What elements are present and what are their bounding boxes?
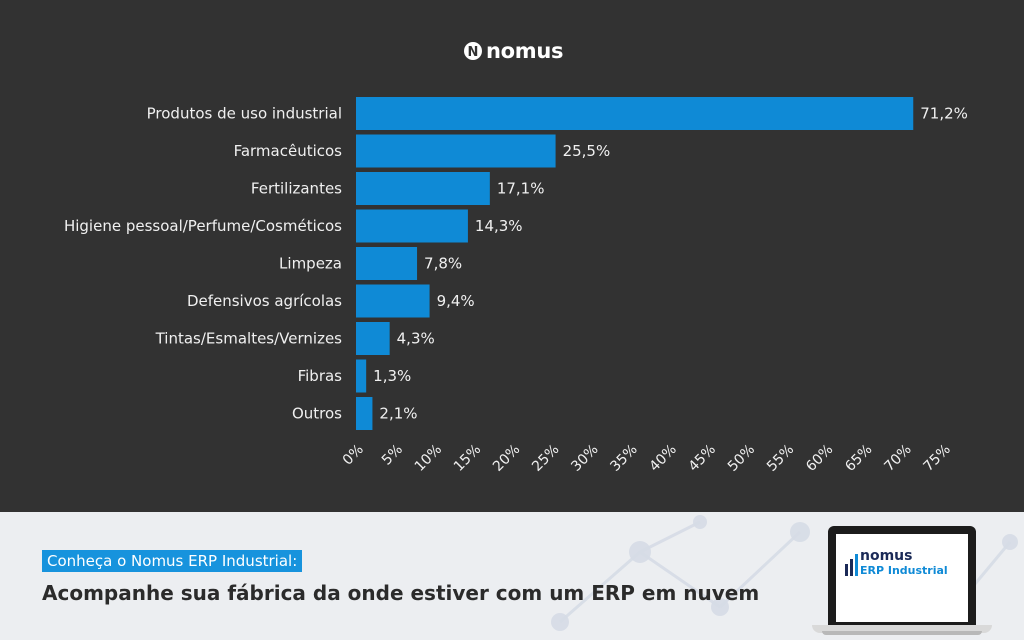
network-pattern-decoration: [551, 515, 1018, 631]
bar[interactable]: [356, 284, 430, 318]
laptop-base-shadow: [822, 631, 982, 635]
bar[interactable]: [356, 322, 390, 355]
bar[interactable]: [356, 209, 468, 243]
erp-logo-icon: [845, 554, 858, 576]
bar[interactable]: [356, 134, 556, 168]
x-tick-label: 5%: [379, 442, 406, 469]
x-tick-label: 55%: [764, 442, 797, 475]
x-tick-label: 60%: [803, 442, 836, 475]
category-label: Defensivos agrícolas: [187, 292, 342, 310]
x-tick-label: 40%: [647, 442, 680, 475]
banner-tag[interactable]: Conheça o Nomus ERP Industrial:: [42, 550, 303, 572]
x-tick-label: 15%: [451, 442, 484, 475]
laptop-logo-subtitle: ERP Industrial: [860, 564, 948, 577]
laptop-illustration: nomus ERP Industrial: [812, 526, 992, 636]
value-label: 9,4%: [437, 292, 475, 310]
x-tick-label: 20%: [490, 442, 523, 475]
nomus-logo-mark: N: [468, 45, 479, 60]
laptop-screen: [836, 534, 968, 622]
value-label: 4,3%: [397, 330, 435, 348]
nomus-logo: N nomus: [464, 39, 564, 63]
value-label: 25,5%: [563, 142, 611, 160]
category-label: Farmacêuticos: [234, 142, 343, 160]
x-tick-label: 25%: [529, 442, 562, 475]
x-tick-label: 45%: [686, 442, 719, 475]
value-label: 14,3%: [475, 217, 523, 235]
x-tick-label: 0%: [340, 442, 367, 469]
x-tick-label: 65%: [842, 442, 875, 475]
x-tick-label: 50%: [725, 442, 758, 475]
value-label: 1,3%: [373, 367, 411, 385]
bar[interactable]: [356, 359, 367, 393]
x-tick-label: 35%: [607, 442, 640, 475]
category-label: Fertilizantes: [251, 180, 342, 198]
laptop-logo-name: nomus: [860, 548, 913, 564]
x-tick-label: 70%: [881, 442, 914, 475]
bar[interactable]: [356, 247, 418, 280]
nomus-logo-icon: N: [464, 42, 482, 60]
category-label: Produtos de uso industrial: [147, 105, 342, 123]
x-tick-label: 10%: [412, 442, 445, 475]
value-label: 71,2%: [920, 105, 968, 123]
category-label: Fibras: [298, 367, 343, 385]
promo-banner[interactable]: Conheça o Nomus ERP Industrial: Acompanh…: [0, 512, 1024, 640]
value-label: 17,1%: [497, 180, 545, 198]
chart-panel: N nomus Produtos de uso industrial 71,2% F…: [63, 39, 968, 475]
value-label: 7,8%: [424, 255, 462, 273]
bar[interactable]: [356, 397, 373, 430]
bar[interactable]: [356, 172, 490, 205]
laptop-base: [812, 625, 992, 633]
bar[interactable]: [356, 97, 914, 130]
bar-chart: Produtos de uso industrial 71,2% Farmacêut…: [64, 97, 968, 475]
nomus-logo-text: nomus: [486, 39, 563, 63]
value-label: 2,1%: [379, 405, 417, 423]
category-label: Higiene pessoal/Perfume/Cosméticos: [64, 217, 342, 235]
category-label: Tintas/Esmaltes/Vernizes: [155, 330, 343, 348]
x-tick-label: 30%: [568, 442, 601, 475]
category-label: Outros: [292, 405, 342, 423]
category-label: Limpeza: [279, 255, 342, 273]
x-tick-label: 75%: [921, 442, 954, 475]
banner-headline[interactable]: Acompanhe sua fábrica da onde estiver co…: [42, 581, 760, 605]
